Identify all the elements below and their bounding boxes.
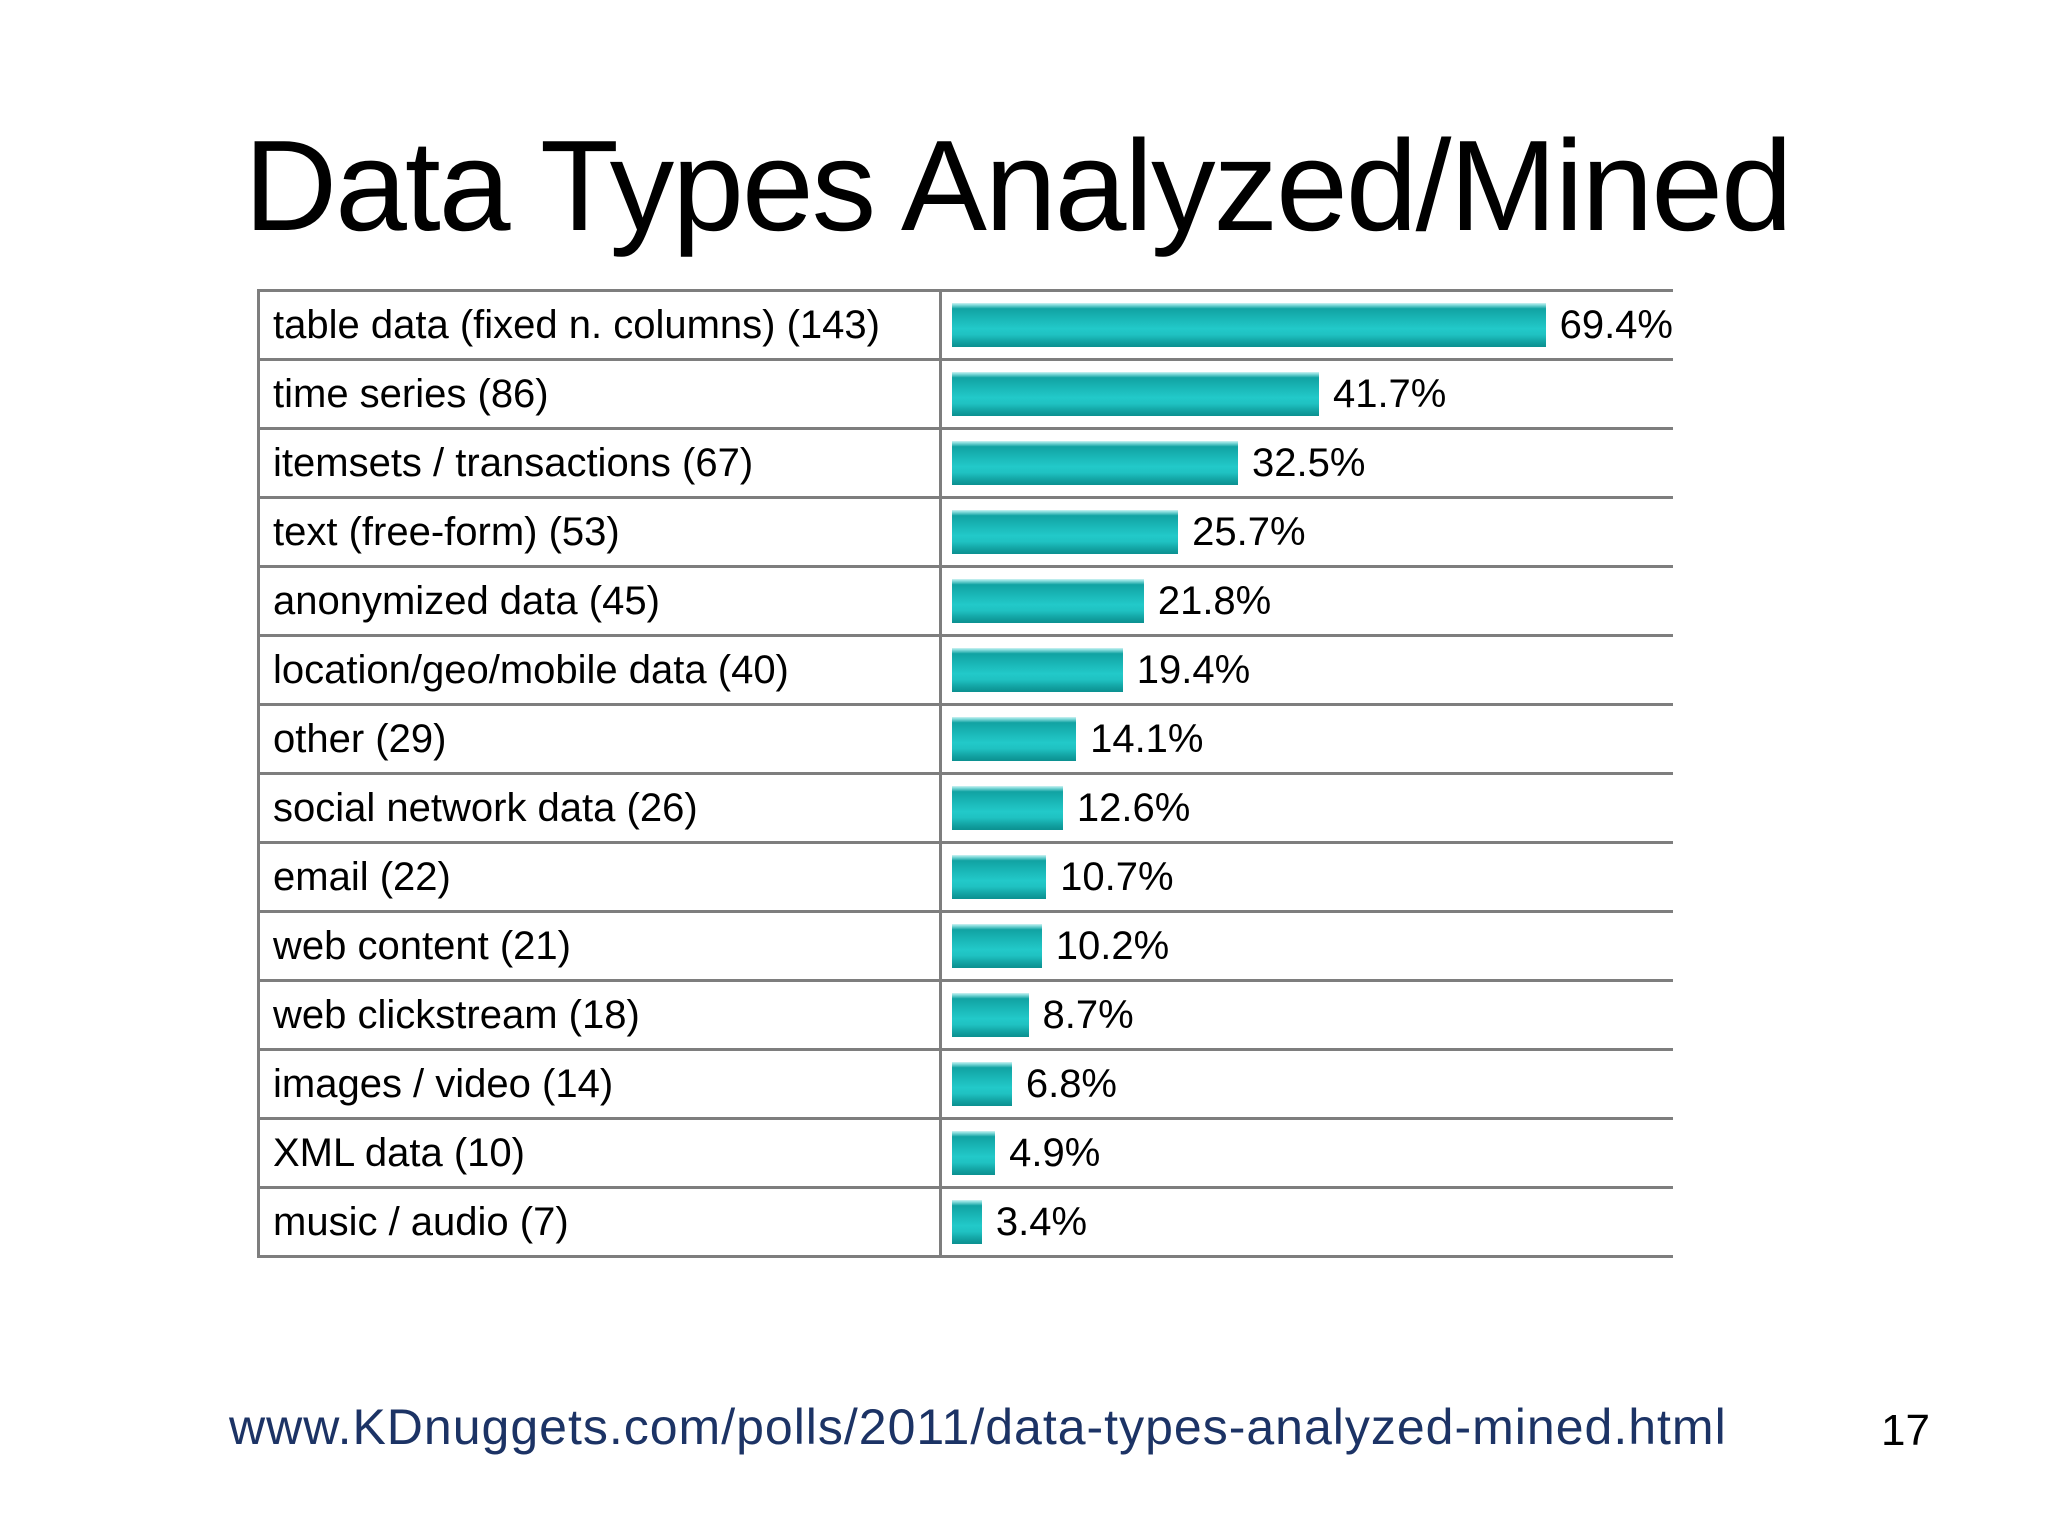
percent-bar: [952, 717, 1077, 761]
percent-bar: [952, 993, 1029, 1037]
table-row: other (29) 14.1%: [260, 706, 1673, 775]
row-label: web content (21): [273, 923, 571, 968]
row-label-cell: table data (fixed n. columns) (143): [260, 292, 942, 358]
row-label-cell: social network data (26): [260, 775, 942, 841]
percent-label: 41.7%: [1332, 371, 1447, 416]
row-label: location/geo/mobile data (40): [273, 647, 789, 692]
percent-bar: [952, 648, 1123, 692]
table-row: time series (86) 41.7%: [260, 361, 1673, 430]
row-label-cell: other (29): [260, 706, 942, 772]
table-row: text (free-form) (53) 25.7%: [260, 499, 1673, 568]
table-row: web clickstream (18) 8.7%: [260, 982, 1673, 1051]
row-label-cell: music / audio (7): [260, 1189, 942, 1255]
percent-label: 25.7%: [1192, 509, 1306, 554]
row-label: email (22): [273, 854, 451, 899]
row-label: table data (fixed n. columns) (143): [273, 302, 880, 347]
percent-bar: [952, 924, 1042, 968]
row-bar-cell: 25.7%: [942, 499, 1673, 565]
row-label: music / audio (7): [273, 1199, 569, 1244]
slide-title: Data Types Analyzed/Mined: [244, 114, 1793, 258]
row-bar-cell: 12.6%: [942, 775, 1673, 841]
percent-label: 14.1%: [1090, 716, 1204, 761]
percent-label: 12.6%: [1076, 785, 1191, 830]
row-bar-cell: 32.5%: [942, 430, 1673, 496]
percent-bar: [952, 303, 1546, 347]
percent-label: 4.9%: [1009, 1130, 1101, 1175]
percent-label: 32.5%: [1252, 440, 1366, 485]
row-label: XML data (10): [273, 1130, 525, 1175]
source-url: www.KDnuggets.com/polls/2011/data-types-…: [229, 1399, 1727, 1455]
row-bar-cell: 69.4%: [942, 292, 1673, 358]
row-bar-cell: 8.7%: [942, 982, 1673, 1048]
percent-bar: [952, 579, 1144, 623]
percent-label: 6.8%: [1025, 1061, 1117, 1106]
percent-label: 19.4%: [1136, 647, 1251, 692]
row-bar-cell: 14.1%: [942, 706, 1673, 772]
row-label-cell: itemsets / transactions (67): [260, 430, 942, 496]
percent-bar: [952, 441, 1238, 485]
table-row: email (22) 10.7%: [260, 844, 1673, 913]
table-row: web content (21) 10.2%: [260, 913, 1673, 982]
table-row: music / audio (7) 3.4%: [260, 1189, 1673, 1258]
row-bar-cell: 10.2%: [942, 913, 1673, 979]
row-bar-cell: 3.4%: [942, 1189, 1673, 1255]
row-label-cell: web content (21): [260, 913, 942, 979]
row-label-cell: location/geo/mobile data (40): [260, 637, 942, 703]
row-label-cell: time series (86): [260, 361, 942, 427]
percent-bar: [952, 1062, 1012, 1106]
table-row: XML data (10) 4.9%: [260, 1120, 1673, 1189]
row-label: text (free-form) (53): [273, 509, 620, 554]
row-label: images / video (14): [273, 1061, 614, 1106]
row-label-cell: text (free-form) (53): [260, 499, 942, 565]
table-row: itemsets / transactions (67) 32.5%: [260, 430, 1673, 499]
row-label: time series (86): [273, 371, 549, 416]
row-label: social network data (26): [273, 785, 698, 830]
percent-label: 10.7%: [1060, 854, 1174, 899]
table-row: table data (fixed n. columns) (143) 69.4%: [260, 292, 1673, 361]
percent-bar: [952, 510, 1179, 554]
row-label-cell: anonymized data (45): [260, 568, 942, 634]
table-row: anonymized data (45) 21.8%: [260, 568, 1673, 637]
row-bar-cell: 6.8%: [942, 1051, 1673, 1117]
row-label-cell: web clickstream (18): [260, 982, 942, 1048]
percent-label: 10.2%: [1055, 923, 1170, 968]
percent-label: 21.8%: [1157, 578, 1272, 623]
row-bar-cell: 19.4%: [942, 637, 1673, 703]
row-bar-cell: 21.8%: [942, 568, 1673, 634]
percent-label: 8.7%: [1042, 992, 1134, 1037]
percent-bar: [952, 855, 1047, 899]
table-row: social network data (26) 12.6%: [260, 775, 1673, 844]
row-bar-cell: 41.7%: [942, 361, 1673, 427]
row-label-cell: XML data (10): [260, 1120, 942, 1186]
row-label-cell: images / video (14): [260, 1051, 942, 1117]
row-label: anonymized data (45): [273, 578, 660, 623]
percent-bar: [952, 372, 1319, 416]
row-label: itemsets / transactions (67): [273, 440, 754, 485]
table-row: images / video (14) 6.8%: [260, 1051, 1673, 1120]
row-label: web clickstream (18): [273, 992, 640, 1037]
percent-bar: [952, 786, 1063, 830]
table-row: location/geo/mobile data (40) 19.4%: [260, 637, 1673, 706]
row-label: other (29): [273, 716, 447, 761]
percent-bar: [952, 1200, 982, 1244]
row-bar-cell: 4.9%: [942, 1120, 1673, 1186]
percent-bar: [952, 1131, 996, 1175]
percent-label: 69.4%: [1559, 302, 1673, 347]
row-label-cell: email (22): [260, 844, 942, 910]
page-number: 17: [1881, 1406, 1930, 1455]
percent-label: 3.4%: [995, 1199, 1088, 1244]
poll-results-table: table data (fixed n. columns) (143) 69.4%…: [257, 289, 1673, 1258]
row-bar-cell: 10.7%: [942, 844, 1673, 910]
